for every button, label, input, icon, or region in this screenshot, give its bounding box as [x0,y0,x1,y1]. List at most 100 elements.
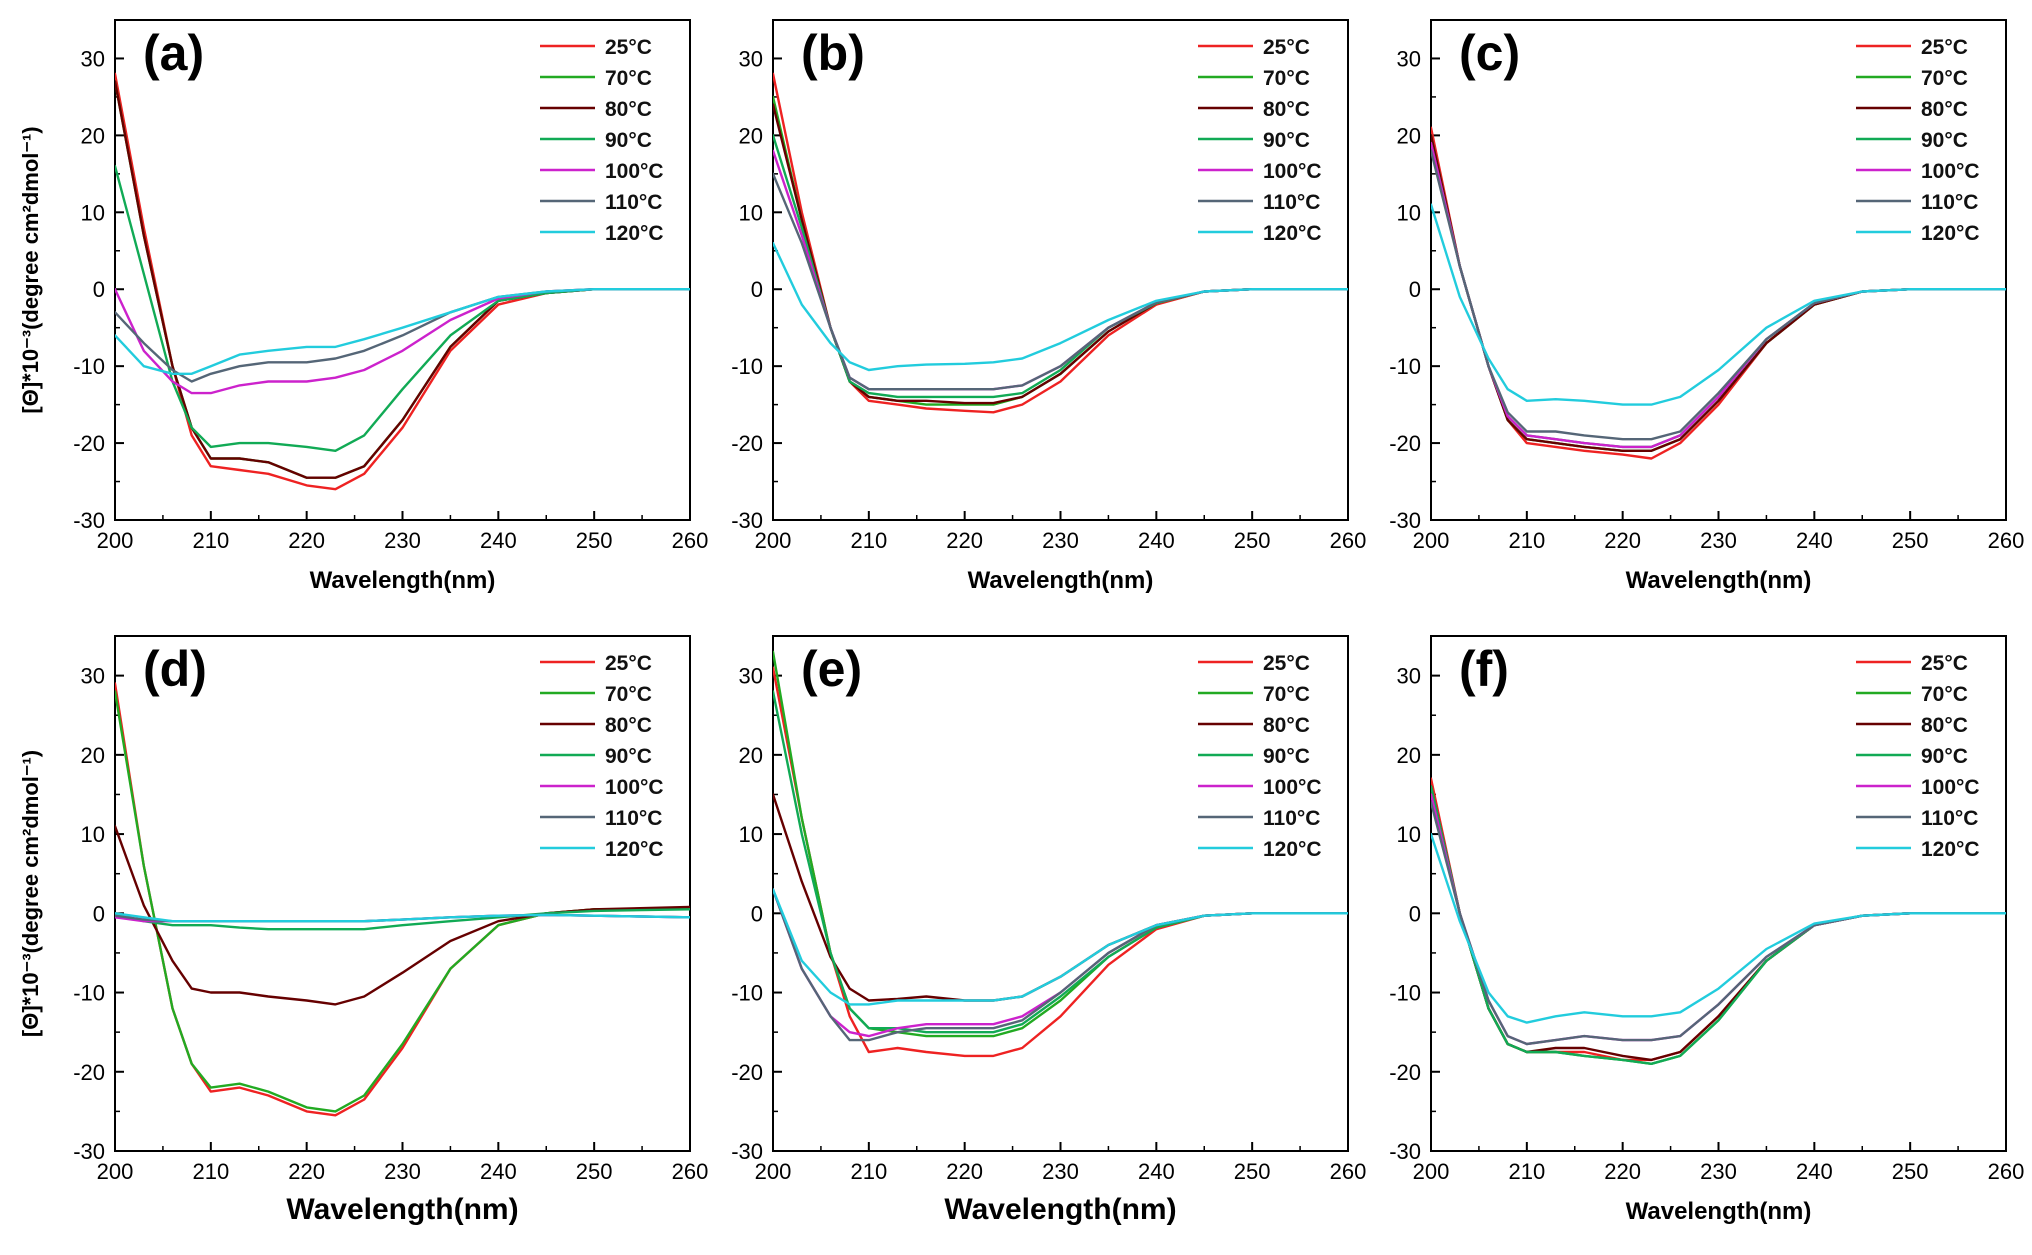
y-tick-label: -10 [1389,354,1421,379]
y-tick-label: 0 [1409,277,1421,302]
y-tick-label: -30 [731,1139,763,1164]
y-tick-label: 0 [93,901,105,926]
plot-frame [114,635,691,1152]
x-axis-label: Wavelength(nm) [944,1193,1176,1226]
series-line-120c [115,288,690,375]
x-tick-label: 200 [755,1159,792,1184]
legend-entry: 70°C [1263,67,1310,90]
x-tick-label: 220 [946,1159,983,1184]
y-tick-label: 30 [739,46,763,71]
series-line-70c [1431,785,2006,1065]
y-tick-label: 30 [739,664,763,689]
legend-entry: 120°C [605,838,664,861]
x-tick-label: 210 [192,1159,229,1184]
x-tick-label: 260 [1988,1159,2025,1184]
series-line-120c [773,888,1348,1006]
y-tick-label: 10 [739,822,763,847]
x-tick-label: 250 [576,528,613,553]
y-tick-label: -30 [731,508,763,533]
y-tick-label: 30 [1397,664,1421,689]
y-tick-label: 0 [751,901,763,926]
y-tick-label: -20 [731,431,763,456]
x-tick-label: 250 [1234,1159,1271,1184]
y-tick-label: 0 [93,277,105,302]
legend-entry: 25°C [605,652,652,675]
series-line-110c [1431,801,2006,1046]
x-tick-label: 230 [1700,528,1737,553]
legend: 25°C 70°C 80°C 90°C 100°C 110°C 120°C [540,36,664,245]
y-tick-label: -20 [731,1060,763,1085]
plot-frame [772,19,1349,521]
y-tick-label: 30 [81,46,105,71]
x-tick-label: 250 [1892,528,1929,553]
series-line-90c [773,690,1348,1034]
x-tick-label: 240 [1796,1159,1833,1184]
x-tick-label: 210 [850,528,887,553]
legend-entry: 100°C [605,776,664,799]
legend-entry: 100°C [605,160,664,183]
series-line-120c [115,912,690,923]
series-line-70c [773,95,1348,406]
legend-entry: 70°C [1921,683,1968,706]
legend: 25°C 70°C 80°C 90°C 100°C 110°C 120°C [1856,36,1980,245]
legend-entry: 110°C [605,807,662,830]
x-tick-label: 250 [1234,528,1271,553]
y-tick-label: 20 [739,123,763,148]
y-tick-label: 0 [1409,901,1421,926]
x-tick-label: 200 [755,528,792,553]
y-tick-label: -20 [73,431,105,456]
legend-entry: 80°C [1263,714,1310,737]
x-tick-label: 210 [1508,528,1545,553]
panel-a: 200 210 220 230 240 250 260 30 20 10 0 -10 -20 -30 Wav… [18,19,709,594]
series-line-80c [773,103,1348,405]
y-tick-label: -10 [73,354,105,379]
legend-entry: 120°C [1921,222,1980,245]
y-tick-label: -10 [73,981,105,1006]
series-line-25c [115,682,690,1117]
x-tick-label: 260 [672,528,709,553]
legend-entry: 90°C [605,745,652,768]
legend: 25°C 70°C 80°C 90°C 100°C 110°C 120°C [540,652,664,861]
x-tick-label: 240 [1138,1159,1175,1184]
legend-entry: 80°C [605,714,652,737]
series-line-110c [773,172,1348,391]
x-tick-label: 240 [1796,528,1833,553]
y-tick-label: 20 [81,743,105,768]
x-tick-label: 230 [384,528,421,553]
legend-entry: 80°C [1921,98,1968,121]
legend-entry: 110°C [1263,807,1320,830]
x-tick-label: 200 [97,528,134,553]
panel-label: (f) [1459,641,1509,697]
series-line-120c [773,241,1348,372]
panel-label: (d) [143,641,207,697]
panel-d: 200 210 220 230 240 250 260 30 20 10 0 -10 -20 -30 Wav… [18,635,709,1226]
x-tick-label: 260 [672,1159,709,1184]
legend-entry: 70°C [1921,67,1968,90]
x-tick-label: 240 [1138,528,1175,553]
y-tick-label: -20 [73,1060,105,1085]
series-line-80c [773,793,1348,1002]
legend-entry: 100°C [1921,160,1980,183]
legend: 25°C 70°C 80°C 90°C 100°C 110°C 120°C [1198,36,1322,245]
x-tick-label: 250 [1892,1159,1929,1184]
y-axis-label: [Θ]*10⁻³(degree cm²dmol⁻¹) [18,126,43,413]
legend-entry: 90°C [605,129,652,152]
legend-entry: 100°C [1263,160,1322,183]
series-line-70c [115,690,690,1113]
legend-entry: 90°C [1921,745,1968,768]
y-tick-label: -20 [1389,1060,1421,1085]
x-axis-label: Wavelength(nm) [310,567,496,594]
legend-entry: 80°C [1921,714,1968,737]
legend-entry: 25°C [1921,652,1968,675]
y-tick-label: -10 [731,354,763,379]
x-tick-label: 210 [850,1159,887,1184]
legend-entry: 120°C [605,222,664,245]
panel-c: 200 210 220 230 240 250 260 30 20 10 0 -10 -20 -30 Wav… [1389,19,2024,594]
y-tick-label: 10 [81,822,105,847]
panel-label: (b) [801,25,865,81]
legend: 25°C 70°C 80°C 90°C 100°C 110°C 120°C [1198,652,1322,861]
legend-entry: 100°C [1921,776,1980,799]
x-tick-label: 230 [1042,528,1079,553]
y-tick-label: 10 [1397,822,1421,847]
